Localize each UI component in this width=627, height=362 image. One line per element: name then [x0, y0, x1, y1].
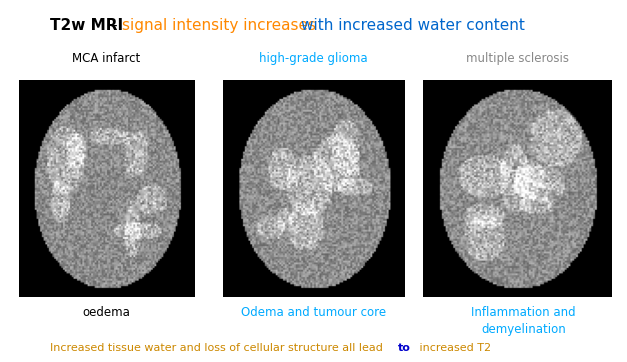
- Text: increased T2: increased T2: [416, 342, 491, 353]
- Text: multiple sclerosis: multiple sclerosis: [466, 52, 569, 65]
- Text: Inflammation and
demyelination: Inflammation and demyelination: [472, 306, 576, 336]
- Text: T2w MRI: T2w MRI: [50, 18, 129, 33]
- Text: Odema and tumour core: Odema and tumour core: [241, 306, 386, 319]
- Text: MCA infarct: MCA infarct: [73, 52, 140, 65]
- Text: Increased tissue water and loss of cellular structure all lead: Increased tissue water and loss of cellu…: [50, 342, 386, 353]
- Text: –: –: [110, 18, 122, 33]
- Text: high-grade glioma: high-grade glioma: [259, 52, 368, 65]
- Text: signal intensity increases: signal intensity increases: [122, 18, 321, 33]
- Text: oedema: oedema: [83, 306, 130, 319]
- Text: with increased water content: with increased water content: [301, 18, 525, 33]
- Text: to: to: [398, 342, 411, 353]
